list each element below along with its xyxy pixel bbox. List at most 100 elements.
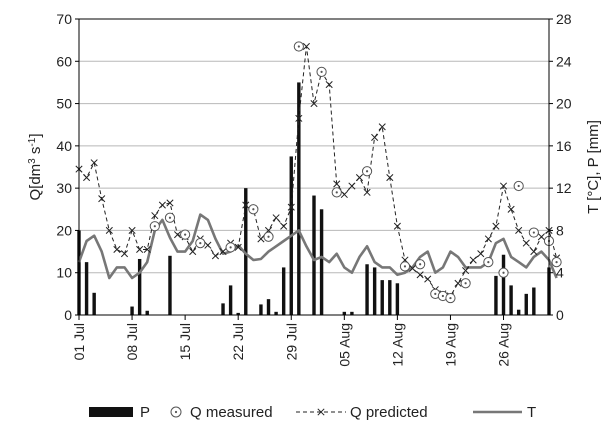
p-bar — [145, 310, 149, 315]
p-bar — [266, 299, 271, 315]
q-predicted-marker — [120, 250, 129, 258]
q-predicted-marker — [310, 100, 318, 108]
q-predicted-marker — [105, 226, 113, 234]
left-tick-label: 10 — [56, 265, 72, 281]
q-predicted-marker — [371, 133, 379, 141]
cross-stroke — [204, 241, 212, 249]
q-predicted-marker — [515, 226, 523, 234]
q-predicted-marker — [355, 174, 364, 182]
marker-dot — [419, 263, 422, 266]
cross-stroke — [128, 226, 136, 234]
cross-stroke — [469, 256, 477, 264]
cross-stroke — [272, 214, 280, 222]
legend-q-measured-label: Q measured — [190, 404, 273, 421]
marker-dot — [434, 292, 437, 295]
marker-dot — [252, 208, 255, 211]
q-predicted-marker — [393, 222, 401, 230]
cross-stroke — [287, 203, 295, 211]
q-measured-point — [316, 66, 327, 77]
p-bar — [168, 255, 172, 315]
marker-dot — [297, 45, 300, 48]
legend-q-measured-dot — [174, 410, 178, 414]
q-measured-point — [164, 212, 176, 223]
q-measured-point — [248, 204, 259, 215]
series-q-measured — [149, 41, 562, 304]
cross-stroke — [98, 195, 106, 203]
cross-stroke — [378, 123, 386, 131]
q-measured-point — [361, 166, 373, 177]
q-predicted-marker — [234, 243, 242, 251]
q-measured-point — [415, 259, 426, 270]
q-measured-point — [528, 227, 539, 238]
q-measured-point — [437, 290, 448, 302]
p-bar — [388, 280, 392, 315]
marker-dot — [184, 233, 187, 236]
p-bar — [380, 280, 384, 315]
q-predicted-marker — [499, 182, 508, 190]
q-predicted-marker — [348, 182, 356, 190]
cross-stroke — [371, 133, 379, 141]
legend-t-label: T — [527, 404, 536, 421]
left-axis-title-part: -1 — [27, 137, 38, 146]
q-predicted-marker — [469, 256, 477, 264]
marker-dot — [335, 191, 338, 194]
p-bar — [259, 304, 263, 315]
q-predicted-marker — [90, 159, 98, 167]
right-tick-label: 20 — [556, 96, 572, 112]
q-predicted-marker — [484, 235, 492, 243]
q-predicted-marker — [280, 222, 288, 230]
p-bar — [84, 262, 89, 315]
p-bar — [350, 311, 354, 315]
q-predicted-marker — [378, 123, 386, 131]
cross-stroke — [219, 248, 227, 256]
q-measured-point — [460, 278, 471, 289]
cross-stroke — [242, 201, 250, 209]
p-bar — [137, 258, 142, 315]
right-tick-label: 12 — [556, 180, 572, 196]
cross-stroke — [386, 174, 394, 182]
marker-dot — [403, 265, 407, 268]
cross-stroke — [166, 199, 174, 207]
q-predicted-marker — [363, 188, 371, 196]
q-predicted-marker — [462, 267, 470, 275]
cross-stroke — [189, 248, 197, 256]
q-predicted-marker — [492, 222, 500, 230]
q-measured-point — [180, 229, 191, 240]
cross-stroke — [105, 226, 113, 234]
q-measured-point — [195, 238, 206, 249]
cross-stroke — [113, 245, 121, 254]
q-predicted-marker — [242, 201, 250, 209]
q-predicted-marker — [158, 201, 166, 209]
cross-stroke — [83, 174, 91, 182]
right-tick-label: 4 — [556, 265, 564, 281]
q-predicted-marker — [522, 239, 530, 247]
q-measured-point — [263, 231, 274, 242]
cross-stroke — [393, 222, 401, 230]
q-predicted-marker — [386, 174, 394, 182]
q-predicted-marker — [295, 114, 303, 122]
legend: P Q measured Q predicted T — [89, 404, 536, 421]
marker-dot — [555, 261, 558, 264]
cross-stroke — [424, 275, 432, 283]
x-tick-label: 12 Aug — [389, 323, 405, 367]
q-predicted-marker — [302, 42, 310, 51]
marker-dot — [267, 235, 270, 238]
cross-stroke — [211, 252, 220, 260]
q-predicted-marker — [325, 80, 333, 89]
q-predicted-marker — [424, 275, 432, 283]
cross-stroke — [363, 188, 371, 196]
left-tick-label: 20 — [56, 222, 72, 238]
cross-stroke — [340, 190, 348, 199]
cross-stroke — [325, 80, 333, 89]
q-predicted-marker — [454, 279, 462, 287]
legend-q-predicted-cross — [317, 408, 325, 416]
cross-stroke — [310, 100, 318, 108]
legend-q-predicted-label: Q predicted — [350, 404, 428, 421]
q-predicted-marker — [113, 245, 121, 254]
p-bar — [244, 188, 248, 315]
q-predicted-marker — [530, 248, 538, 256]
p-bar — [92, 292, 96, 315]
cross-stroke — [477, 250, 485, 258]
q-predicted-marker — [211, 252, 220, 260]
